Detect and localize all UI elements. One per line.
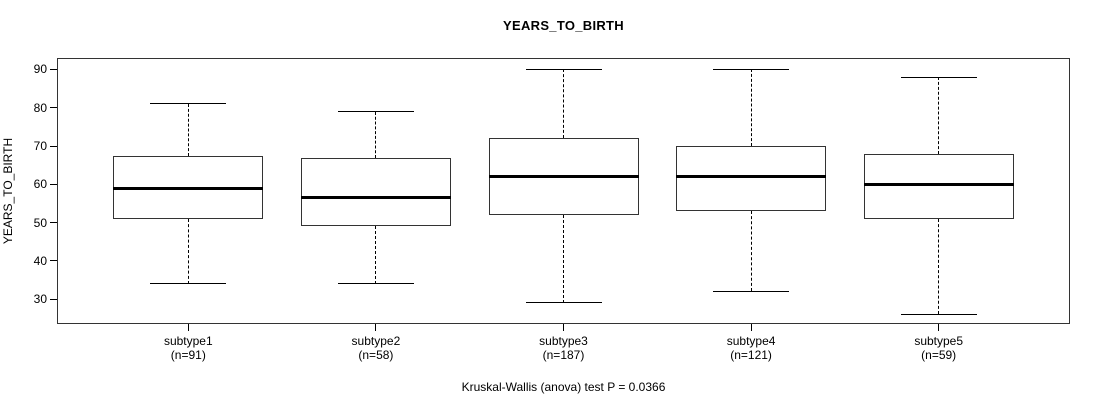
upper-whisker-cap	[150, 103, 227, 105]
x-tick-mark	[750, 324, 752, 331]
x-tick-mark	[187, 324, 189, 331]
y-tick-label: 50	[33, 215, 47, 230]
count-label: (n=187)	[542, 348, 585, 362]
y-tick-mark	[50, 145, 57, 147]
lower-whisker-cap	[150, 283, 227, 285]
x-tick-label: subtype5 (n=59)	[864, 334, 1014, 362]
y-tick-mark	[50, 260, 57, 262]
upper-whisker-cap	[337, 111, 414, 113]
y-tick-label: 70	[33, 139, 47, 154]
lower-whisker-cap	[713, 290, 790, 292]
median-line	[300, 196, 451, 200]
iqr-box	[676, 146, 827, 212]
y-tick-mark	[50, 222, 57, 224]
category-label: subtype4	[726, 334, 776, 348]
lower-whisker-line	[938, 218, 940, 315]
count-label: (n=58)	[358, 348, 394, 362]
chart-title: YEARS_TO_BIRTH	[503, 18, 624, 33]
y-tick-mark	[50, 107, 57, 109]
upper-whisker-cap	[525, 68, 602, 70]
x-tick-mark	[563, 324, 564, 331]
y-tick-label: 30	[33, 292, 47, 307]
count-label: (n=59)	[921, 348, 957, 362]
lower-whisker-cap	[525, 302, 602, 304]
x-tick-label: subtype4 (n=121)	[676, 334, 826, 362]
upper-whisker-line	[750, 69, 752, 146]
lower-whisker-cap	[337, 283, 414, 285]
y-tick-label: 90	[33, 62, 47, 77]
median-line	[113, 186, 264, 190]
y-tick-label: 40	[33, 253, 47, 268]
lower-whisker-line	[750, 211, 752, 292]
category-label: subtype5	[914, 334, 964, 348]
upper-whisker-line	[563, 69, 564, 139]
y-axis-label: YEARS_TO_BIRTH	[1, 137, 15, 245]
x-tick-label: subtype3 (n=187)	[489, 334, 639, 362]
upper-whisker-line	[375, 111, 377, 158]
median-line	[863, 182, 1014, 186]
iqr-box	[300, 157, 451, 227]
x-tick-label: subtype2 (n=58)	[301, 334, 451, 362]
lower-whisker-line	[563, 214, 564, 303]
upper-whisker-cap	[713, 68, 790, 70]
lower-whisker-line	[187, 218, 189, 284]
y-tick-mark	[50, 68, 57, 70]
median-line	[676, 175, 827, 179]
lower-whisker-line	[375, 226, 377, 284]
upper-whisker-cap	[900, 76, 977, 78]
median-line	[488, 175, 639, 179]
y-tick-mark	[50, 298, 57, 300]
x-tick-label: subtype1 (n=91)	[113, 334, 263, 362]
y-tick-label: 60	[33, 177, 47, 192]
count-label: (n=91)	[170, 348, 206, 362]
kruskal-wallis-caption: Kruskal-Wallis (anova) test P = 0.0366	[461, 380, 666, 394]
y-tick-mark	[50, 183, 57, 185]
category-label: subtype1	[163, 334, 213, 348]
x-tick-mark	[375, 324, 377, 331]
iqr-box	[863, 153, 1014, 219]
category-label: subtype2	[351, 334, 401, 348]
lower-whisker-cap	[900, 313, 977, 315]
upper-whisker-line	[938, 77, 940, 154]
count-label: (n=121)	[730, 348, 772, 362]
category-label: subtype3	[539, 334, 588, 348]
upper-whisker-line	[187, 103, 189, 156]
y-tick-label: 80	[33, 100, 47, 115]
x-tick-mark	[938, 324, 940, 331]
